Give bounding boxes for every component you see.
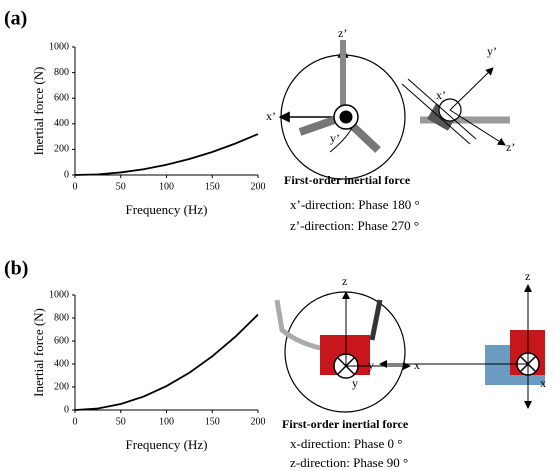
caption-line: z-direction: Phase 90 °: [290, 455, 408, 470]
x-tick-label: 200: [251, 181, 266, 192]
y-tick-label: 1000: [49, 41, 69, 52]
y-tick-label: 1000: [49, 289, 69, 300]
y-tick-label: 0: [64, 169, 69, 180]
panel-label: (a): [4, 8, 27, 30]
y-tick-label: 200: [54, 144, 69, 155]
y-tick-label: 600: [54, 335, 69, 346]
caption-heading: First-order inertial force: [282, 417, 409, 431]
y-tick-label: 800: [54, 312, 69, 323]
y-axis-label: Inertial force (N): [31, 308, 46, 397]
line: [74, 133, 259, 176]
y-tick-label: 400: [54, 118, 69, 129]
x-tick-label: 100: [159, 181, 174, 192]
y-tick-label: 200: [54, 381, 69, 392]
axis-label: z’: [338, 26, 347, 40]
x-tick-label: 0: [73, 181, 78, 192]
x-tick-label: 150: [205, 181, 220, 192]
axis-label: x’: [266, 109, 276, 123]
diagram-a: [278, 40, 510, 180]
caption-line: x-direction: Phase 0 °: [290, 436, 402, 451]
x-tick-label: 200: [251, 416, 266, 427]
axis-label: x: [540, 376, 546, 390]
y-tick-label: 400: [54, 358, 69, 369]
y-tick-label: 800: [54, 67, 69, 78]
panel-label: (b): [4, 258, 28, 280]
x-axis-label: Frequency (Hz): [126, 202, 208, 217]
y-tick-label: 600: [54, 92, 69, 103]
axis-label: x: [414, 358, 420, 372]
y-tick-label: 0: [64, 404, 69, 415]
caption-line: z’-direction: Phase 270 °: [290, 218, 419, 233]
x-tick-label: 100: [159, 416, 174, 427]
x-tick-label: 50: [116, 181, 126, 192]
y-axis-label: Inertial force (N): [31, 67, 46, 156]
axis-label: y: [352, 376, 358, 390]
line: [74, 313, 259, 411]
axis-label: z: [342, 274, 347, 288]
caption-heading: First-order inertial force: [284, 173, 411, 187]
x-axis-label: Frequency (Hz): [126, 437, 208, 452]
axis-label: y: [368, 358, 374, 372]
x-tick-label: 0: [73, 416, 78, 427]
axis-label: x’: [436, 88, 446, 102]
x-tick-label: 150: [205, 416, 220, 427]
axis-label: z’: [506, 140, 515, 154]
diagram-b: [274, 284, 545, 413]
axis-label: y’: [487, 44, 497, 58]
axis-label: y’: [330, 131, 340, 145]
caption-line: x’-direction: Phase 180 °: [290, 197, 420, 212]
x-tick-label: 50: [116, 416, 126, 427]
axis-label: z: [525, 269, 530, 283]
